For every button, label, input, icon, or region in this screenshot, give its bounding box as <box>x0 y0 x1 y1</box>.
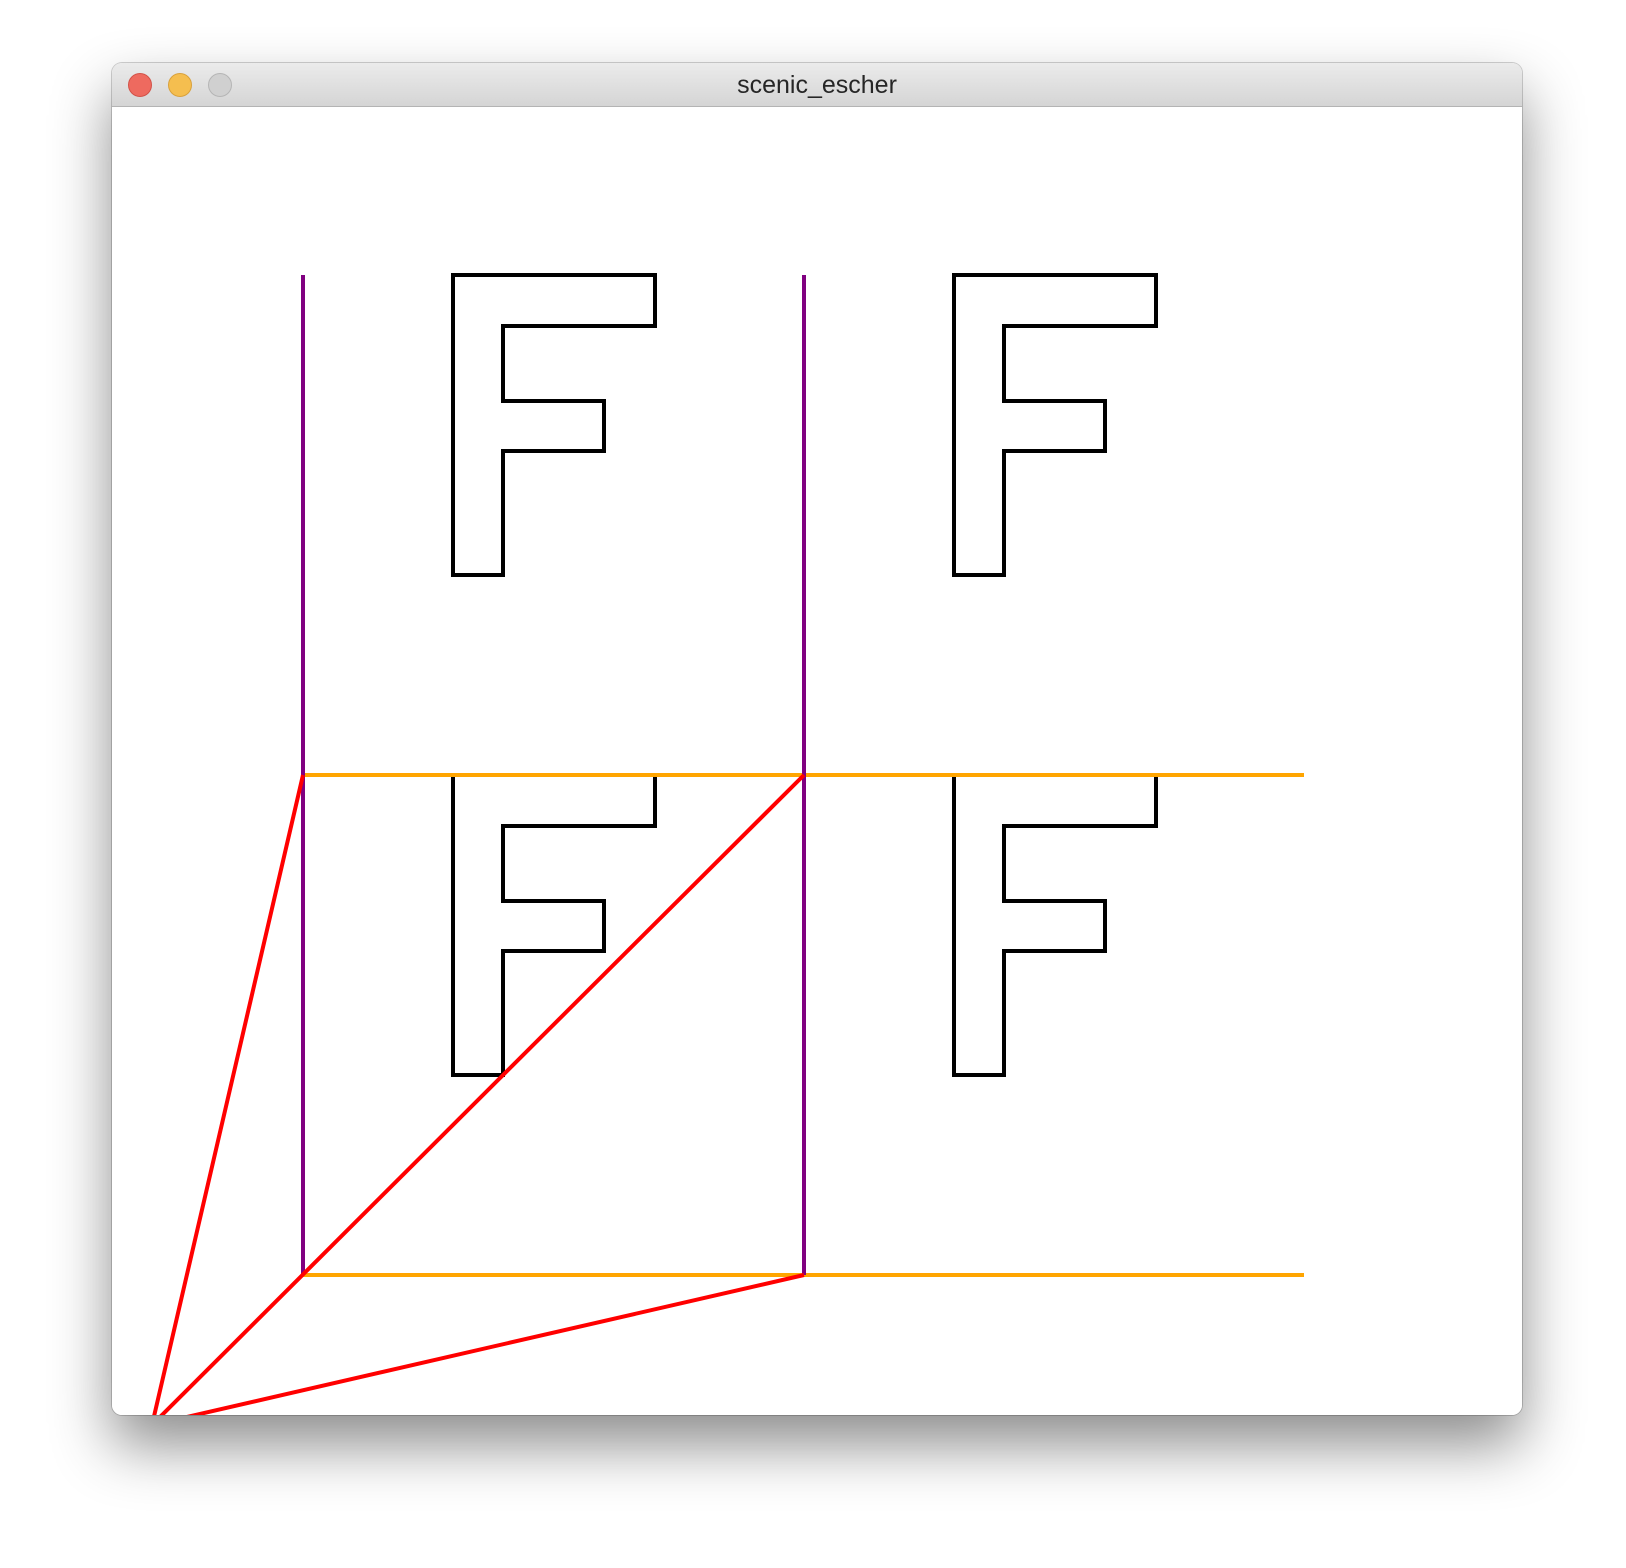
minimize-button[interactable] <box>168 73 192 97</box>
perspective-line-left <box>152 774 305 1415</box>
close-button[interactable] <box>128 73 152 97</box>
f-shape-icon <box>451 273 657 577</box>
app-window: scenic_escher <box>112 63 1522 1415</box>
scene-svg <box>152 273 1304 1415</box>
f-shape-icon <box>952 773 1158 1077</box>
f-shape-icon <box>952 273 1158 577</box>
f-shape-icon <box>451 773 657 1077</box>
window-title: scenic_escher <box>737 71 897 99</box>
title-bar[interactable]: scenic_escher <box>112 63 1522 107</box>
perspective-line-diagonal <box>159 773 806 1415</box>
perspective-line-bottom <box>186 1273 805 1415</box>
maximize-button[interactable] <box>208 73 232 97</box>
drawing-canvas <box>112 107 1522 1415</box>
